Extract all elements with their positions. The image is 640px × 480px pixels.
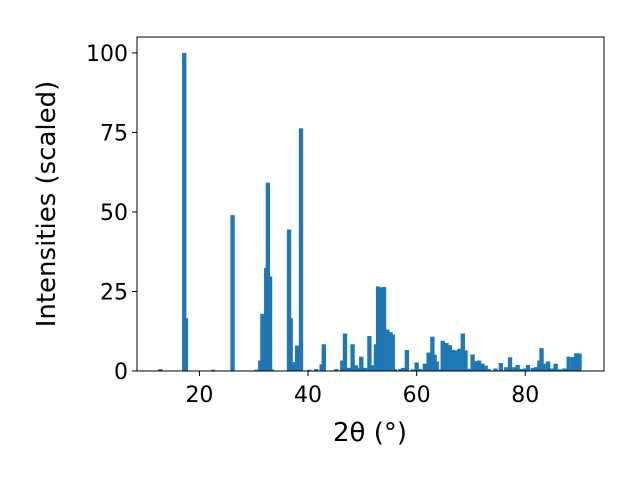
bar: [340, 360, 345, 371]
bar: [267, 276, 273, 371]
bar: [557, 369, 563, 371]
bar: [562, 368, 567, 371]
bar: [426, 352, 431, 371]
bar: [474, 361, 479, 371]
bar: [298, 128, 304, 371]
bar: [466, 368, 471, 371]
bar: [486, 369, 492, 371]
x-tick-label: 60: [403, 383, 431, 408]
bar: [385, 329, 390, 371]
bar: [515, 364, 520, 371]
bar: [258, 360, 263, 371]
bar: [295, 345, 300, 371]
bar: [463, 350, 468, 371]
bar: [230, 215, 235, 371]
x-axis-label: 2θ (°): [333, 418, 407, 448]
bar: [483, 365, 488, 371]
bar: [254, 369, 259, 371]
x-tick-label: 20: [185, 383, 213, 408]
bar: [430, 336, 435, 371]
bar: [470, 354, 475, 371]
bar: [356, 367, 361, 371]
bar: [410, 369, 416, 371]
bar: [422, 363, 427, 371]
bar: [493, 368, 498, 371]
bar: [566, 356, 571, 371]
bar: [290, 362, 296, 371]
bar: [504, 367, 509, 371]
bar: [314, 369, 319, 371]
bar: [414, 362, 419, 371]
bar: [570, 357, 576, 371]
bar: [460, 333, 465, 371]
bar: [404, 350, 410, 371]
bar: [369, 365, 375, 371]
bar: [434, 361, 439, 371]
bar: [183, 318, 189, 371]
bar: [480, 363, 485, 371]
bar: [346, 367, 351, 371]
bar: [533, 367, 539, 371]
bar: [182, 52, 187, 372]
bar: [359, 356, 364, 371]
y-tick-label: 50: [100, 201, 128, 226]
plot-frame: [136, 36, 605, 372]
bar: [523, 368, 528, 371]
bar: [512, 367, 517, 371]
bar: [530, 367, 536, 371]
bar: [440, 340, 445, 371]
bar: [400, 367, 406, 371]
bar: [269, 369, 274, 371]
bar: [390, 334, 395, 371]
y-tick-label: 75: [100, 121, 128, 146]
bar: [457, 348, 462, 371]
bar: [260, 313, 265, 371]
bar: [444, 343, 449, 371]
bar: [398, 369, 403, 371]
bar: [367, 336, 372, 371]
bar-series: [158, 52, 582, 372]
bar: [549, 368, 555, 371]
x-axis-ticks: 20 40 60 80: [185, 371, 539, 408]
bar: [450, 350, 456, 371]
bar: [498, 363, 503, 371]
bar: [353, 365, 359, 371]
bar: [577, 353, 582, 371]
bar: [375, 286, 381, 371]
bar: [392, 369, 398, 371]
y-axis-label: Intensities (scaled): [32, 81, 62, 328]
bar: [381, 287, 387, 371]
bar: [545, 361, 551, 371]
bar: [507, 357, 513, 371]
x-tick-label: 80: [511, 383, 539, 408]
x-tick-label: 40: [294, 383, 322, 408]
bar: [476, 360, 482, 371]
bar: [539, 348, 544, 371]
bar: [288, 318, 293, 371]
bar: [342, 333, 348, 371]
bar: [553, 363, 558, 371]
bar: [447, 345, 452, 371]
bar: [158, 369, 163, 371]
bar: [541, 363, 546, 371]
y-tick-label: 0: [114, 360, 128, 385]
bar: [306, 369, 312, 371]
y-axis-ticks: 0 25 50 75 100: [86, 42, 137, 385]
bar: [286, 229, 292, 371]
bar: [362, 367, 368, 371]
bar: [518, 369, 524, 371]
y-tick-label: 25: [100, 280, 128, 305]
bar: [210, 369, 216, 371]
bar: [432, 354, 437, 371]
y-tick-label: 100: [86, 42, 128, 67]
bar: [574, 353, 579, 371]
bar: [334, 369, 339, 371]
bar: [417, 369, 423, 371]
bar: [321, 344, 326, 371]
bar: [525, 364, 531, 371]
bar: [437, 369, 442, 371]
bar: [350, 344, 355, 371]
bar: [454, 350, 460, 371]
